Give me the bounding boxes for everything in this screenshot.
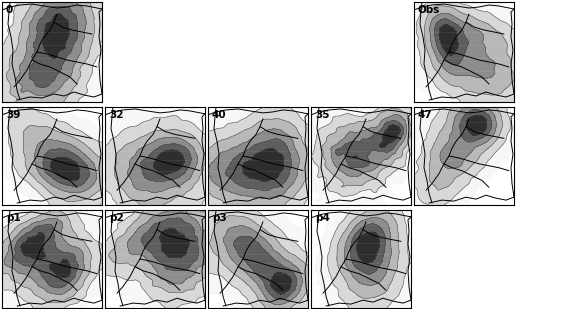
Text: 32: 32 — [109, 110, 123, 120]
Text: p1: p1 — [6, 213, 21, 223]
Text: 35: 35 — [315, 110, 329, 120]
Text: Obs: Obs — [418, 5, 440, 15]
Text: 39: 39 — [6, 110, 20, 120]
Text: 40: 40 — [212, 110, 227, 120]
Text: p4: p4 — [315, 213, 330, 223]
Text: 0: 0 — [6, 5, 13, 15]
Text: 47: 47 — [418, 110, 433, 120]
Text: p3: p3 — [212, 213, 227, 223]
Text: p2: p2 — [109, 213, 124, 223]
